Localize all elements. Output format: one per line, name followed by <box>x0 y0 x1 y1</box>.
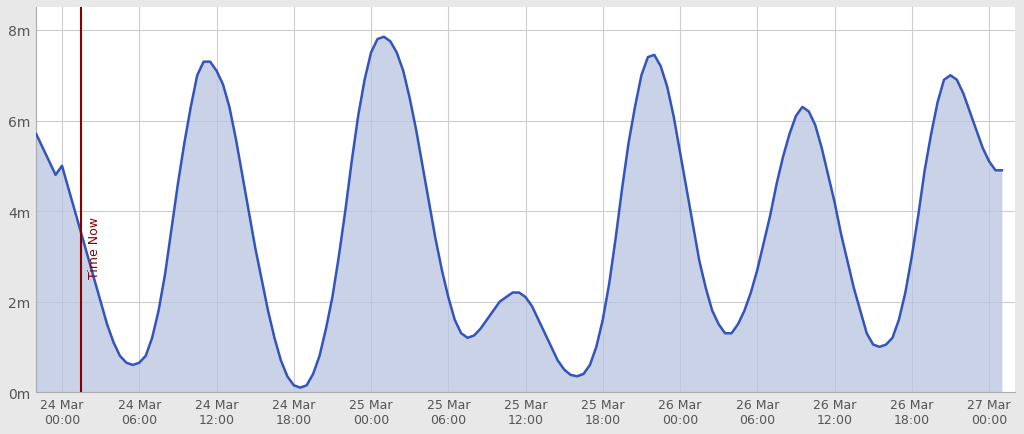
Text: Time Now: Time Now <box>88 217 100 279</box>
